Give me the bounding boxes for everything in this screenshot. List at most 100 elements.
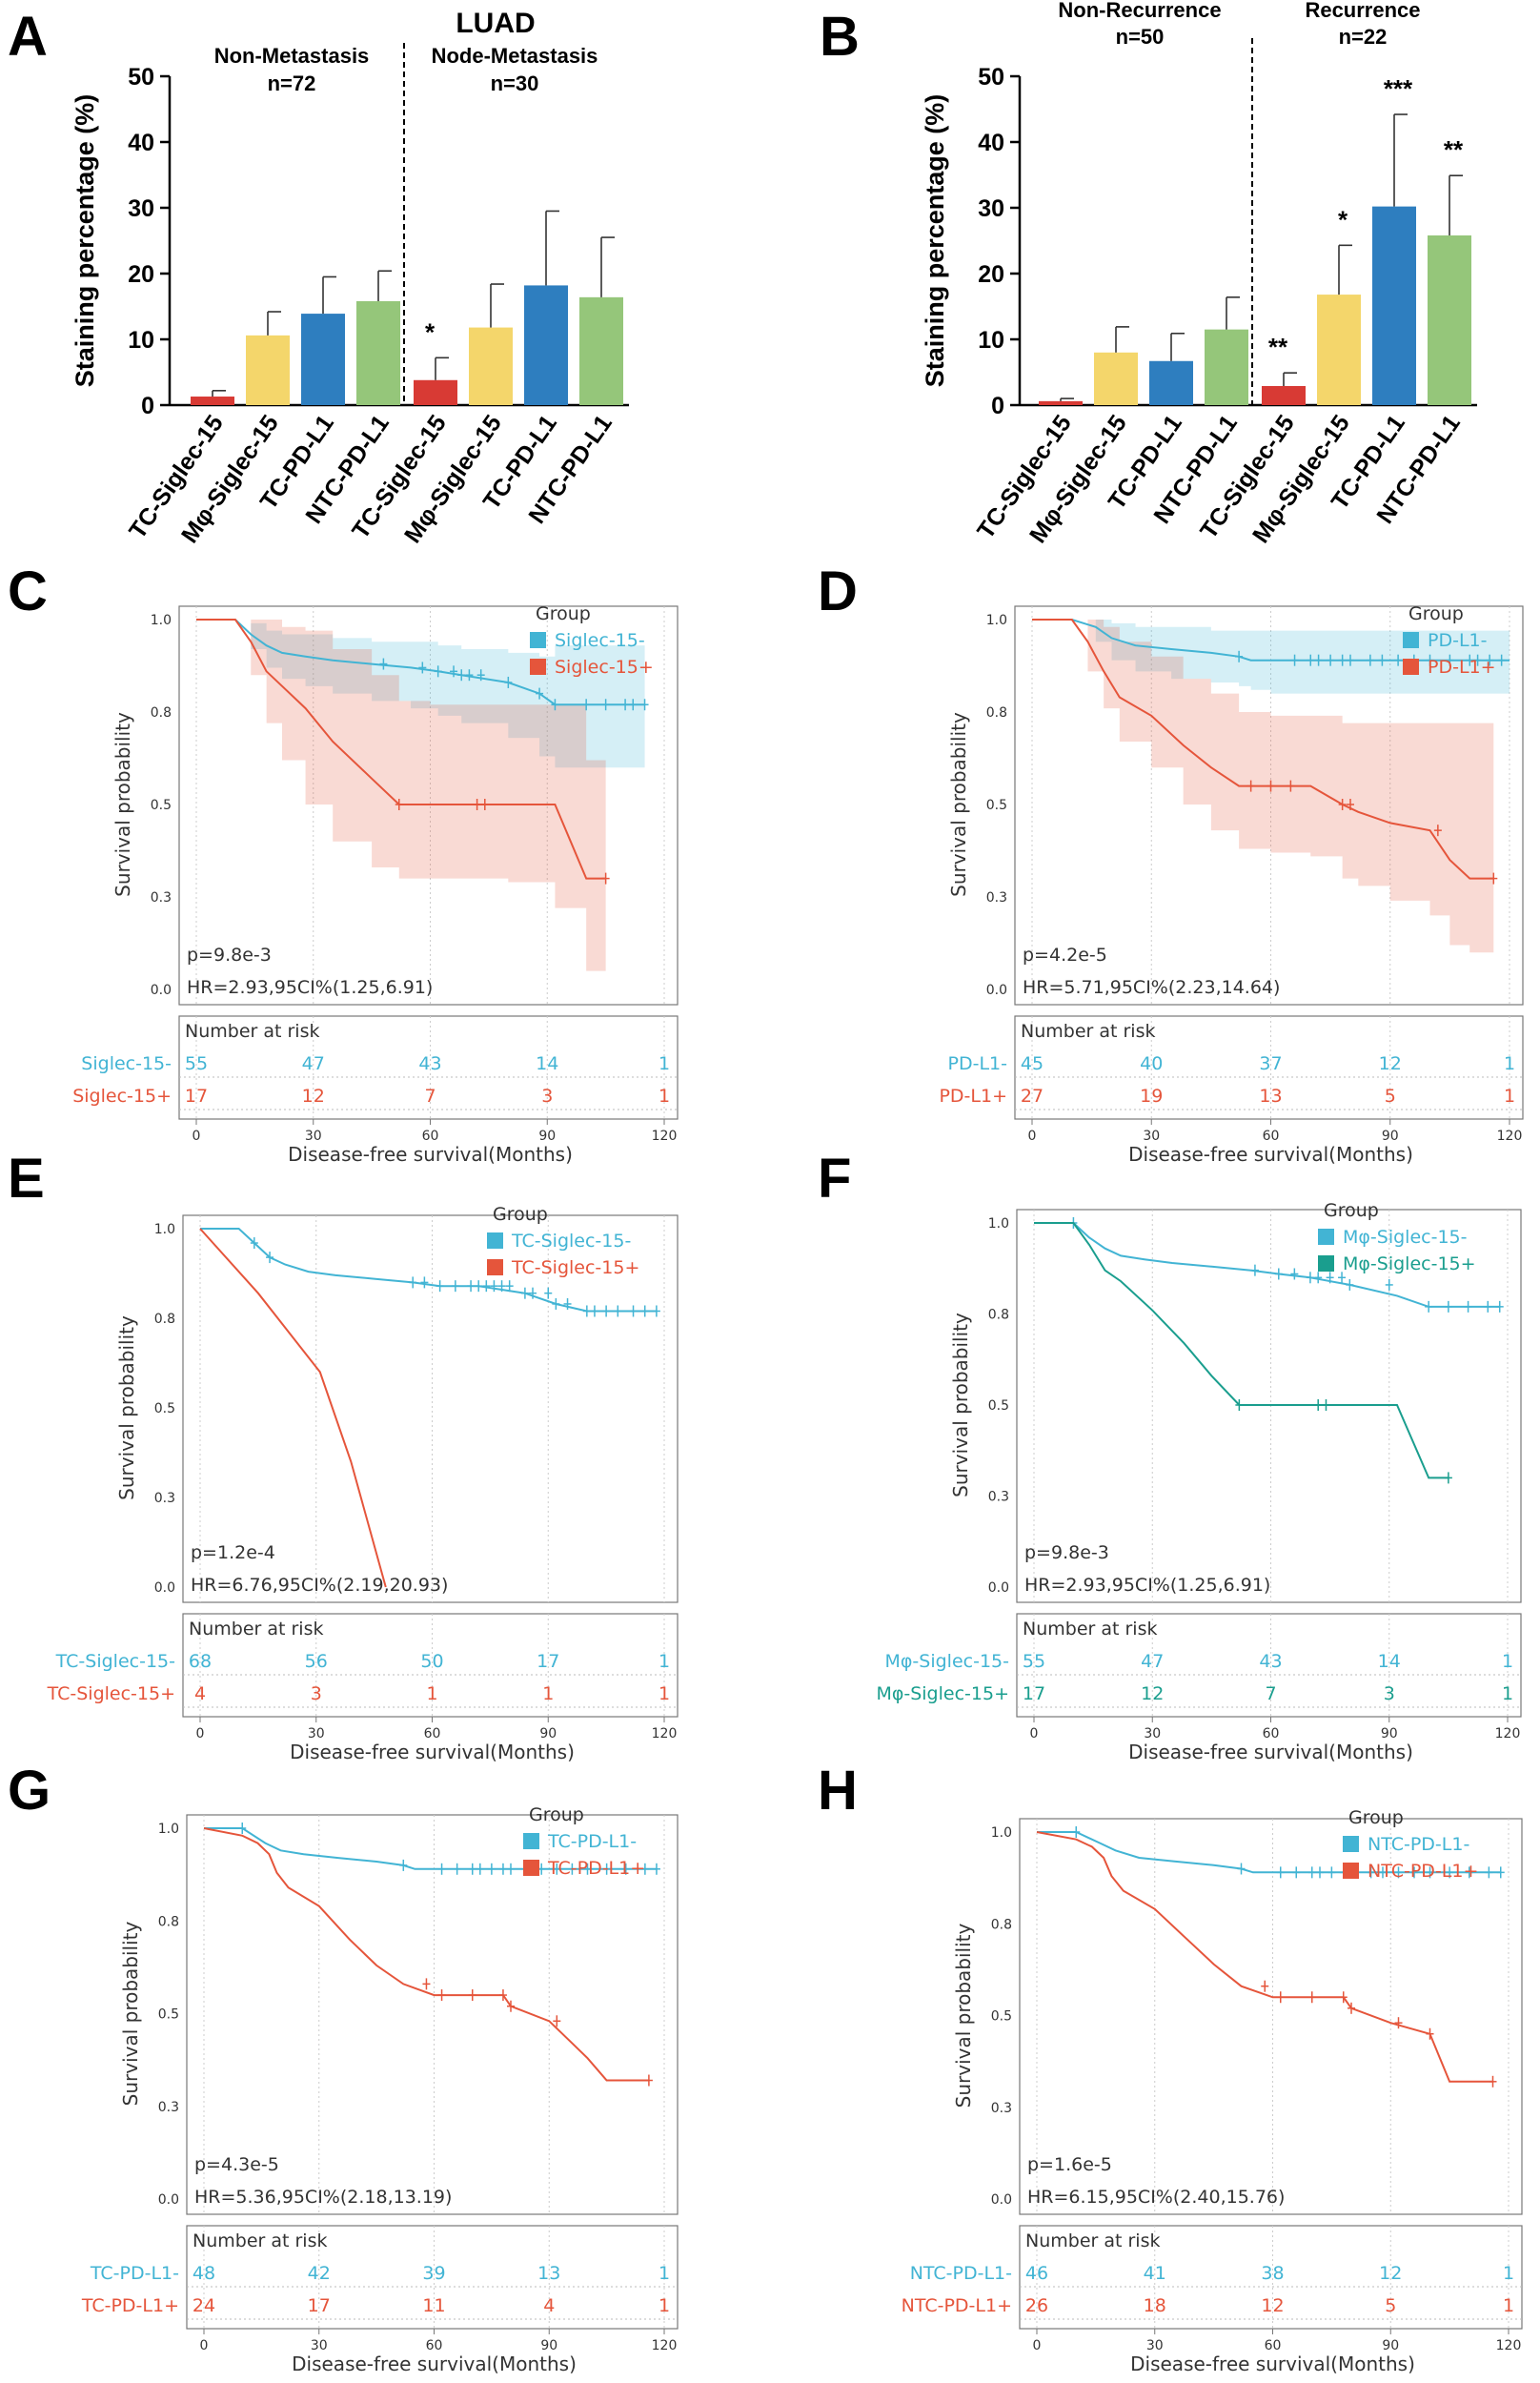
bar: [1205, 329, 1248, 405]
legend-entry: Siglec-15-: [555, 630, 645, 651]
y-tick-label: 1.0: [154, 1222, 175, 1237]
risk-row-label: TC-Siglec-15+: [47, 1683, 175, 1704]
x-tick-label: 90: [539, 1726, 557, 1741]
group-n-label: n=30: [491, 71, 539, 95]
risk-count: 4: [194, 1683, 206, 1704]
bar: [301, 314, 345, 405]
x-tick-label: 90: [1382, 2338, 1399, 2353]
risk-count: 13: [537, 2263, 560, 2284]
p-value: p=1.2e-4: [191, 1542, 275, 1563]
risk-count: 1: [659, 1053, 670, 1074]
p-value: p=9.8e-3: [187, 945, 272, 966]
x-tick-label: 120: [652, 1129, 678, 1144]
y-tick-label: 0.5: [151, 798, 172, 813]
risk-count: 3: [311, 1683, 322, 1704]
x-axis-label: Disease-free survival(Months): [1130, 2352, 1415, 2375]
bar: [191, 397, 234, 405]
legend-swatch: [1318, 1255, 1334, 1272]
risk-count: 46: [1025, 2263, 1048, 2284]
x-axis-label: Disease-free survival(Months): [288, 1143, 573, 1166]
legend-swatch: [1343, 1836, 1359, 1852]
y-tick-label: 1.0: [151, 613, 172, 628]
significance-mark: ***: [1384, 74, 1413, 103]
panel-label: A: [8, 6, 48, 68]
legend-entry: TC-Siglec-15-: [511, 1231, 631, 1252]
risk-row-label: TC-Siglec-15-: [55, 1651, 175, 1672]
risk-count: 1: [1504, 1053, 1515, 1074]
risk-row-label: PD-L1-: [948, 1053, 1007, 1074]
risk-count: 12: [1379, 2263, 1402, 2284]
risk-count: 3: [1384, 1683, 1395, 1704]
x-tick-label: 0: [200, 2338, 209, 2353]
x-tick-label: 60: [426, 2338, 443, 2353]
x-tick-label: 0: [1030, 1726, 1039, 1741]
legend-title: Group: [1324, 1200, 1379, 1221]
y-tick-label: 0.3: [158, 2100, 179, 2115]
y-axis-label: Survival probability: [119, 1921, 142, 2106]
survival-curve: [1032, 619, 1510, 662]
legend-swatch: [1318, 1229, 1334, 1245]
bar: [579, 296, 623, 405]
survival-curve: [196, 619, 606, 880]
risk-count: 45: [1021, 1053, 1044, 1074]
y-axis-label: Staining percentage (%): [921, 94, 949, 388]
risk-count: 17: [185, 1086, 208, 1107]
risk-count: 1: [1503, 2295, 1514, 2316]
y-tick-label: 0.3: [151, 890, 172, 906]
risk-row-label: Siglec-15-: [81, 1053, 172, 1074]
risk-count: 27: [1021, 1086, 1044, 1107]
y-tick-label: 0.3: [988, 1490, 1009, 1505]
legend-entry: PD-L1-: [1428, 630, 1487, 651]
risk-row-label: PD-L1+: [939, 1086, 1007, 1107]
y-tick-label: 0.0: [154, 1580, 175, 1596]
plot-frame: [178, 605, 679, 1006]
y-tick-label: 30: [128, 195, 154, 222]
x-tick-label: 30: [305, 1129, 322, 1144]
risk-count: 1: [659, 2263, 670, 2284]
x-tick-label: 120: [652, 1726, 678, 1741]
hazard-ratio: HR=2.93,95CI%(1.25,6.91): [1024, 1575, 1270, 1596]
risk-table-title: Number at risk: [189, 1619, 324, 1640]
risk-count: 7: [424, 1086, 436, 1107]
hazard-ratio: HR=6.76,95CI%(2.19,20.93): [191, 1575, 448, 1596]
risk-count: 1: [426, 1683, 437, 1704]
hazard-ratio: HR=5.71,95CI%(2.23,14.64): [1023, 977, 1280, 998]
y-tick-label: 0.8: [986, 705, 1007, 721]
group-label: Node-Metastasis: [432, 44, 598, 68]
x-axis-label: Disease-free survival(Months): [1128, 1143, 1413, 1166]
y-tick-label: 10: [128, 327, 154, 354]
risk-count: 1: [542, 1683, 554, 1704]
risk-count: 55: [185, 1053, 208, 1074]
y-tick-label: 0.0: [991, 2192, 1012, 2208]
risk-count: 14: [536, 1053, 558, 1074]
survival-curve: [204, 1827, 657, 1870]
survival-curve: [199, 1228, 387, 1588]
significance-mark: *: [425, 317, 436, 346]
risk-count: 48: [192, 2263, 215, 2284]
panel-label: H: [818, 1760, 858, 1822]
legend-entry: NTC-PD-L1-: [1368, 1834, 1469, 1855]
legend-title: Group: [1348, 1807, 1404, 1828]
p-value: p=9.8e-3: [1024, 1542, 1109, 1563]
risk-count: 1: [659, 1651, 670, 1672]
y-tick-label: 0.0: [158, 2192, 179, 2208]
risk-count: 1: [1502, 1651, 1513, 1672]
legend-swatch: [523, 1860, 539, 1876]
x-tick-label: 120: [1497, 1129, 1523, 1144]
x-tick-label: 60: [1265, 2338, 1282, 2353]
risk-count: 12: [302, 1086, 325, 1107]
panel-label: B: [820, 6, 860, 68]
risk-table-frame: [1016, 1613, 1522, 1718]
y-tick-label: 0.5: [991, 2009, 1012, 2025]
y-tick-label: 1.0: [991, 1825, 1012, 1841]
y-tick-label: 0.5: [154, 1401, 175, 1416]
km-chart-F: F 0.0 0.3 0.5 0.8 1.0 Survival probability Grou…: [818, 1148, 1522, 1763]
survival-curve: [1037, 1831, 1501, 1874]
y-tick-label: 0.5: [986, 798, 1007, 813]
risk-count: 11: [422, 2295, 445, 2316]
risk-count: 12: [1261, 2295, 1284, 2316]
risk-table-title: Number at risk: [1021, 1021, 1156, 1042]
risk-count: 1: [1504, 1086, 1515, 1107]
group-label: Recurrence: [1305, 0, 1420, 22]
legend-entry: Mφ-Siglec-15+: [1343, 1253, 1476, 1274]
